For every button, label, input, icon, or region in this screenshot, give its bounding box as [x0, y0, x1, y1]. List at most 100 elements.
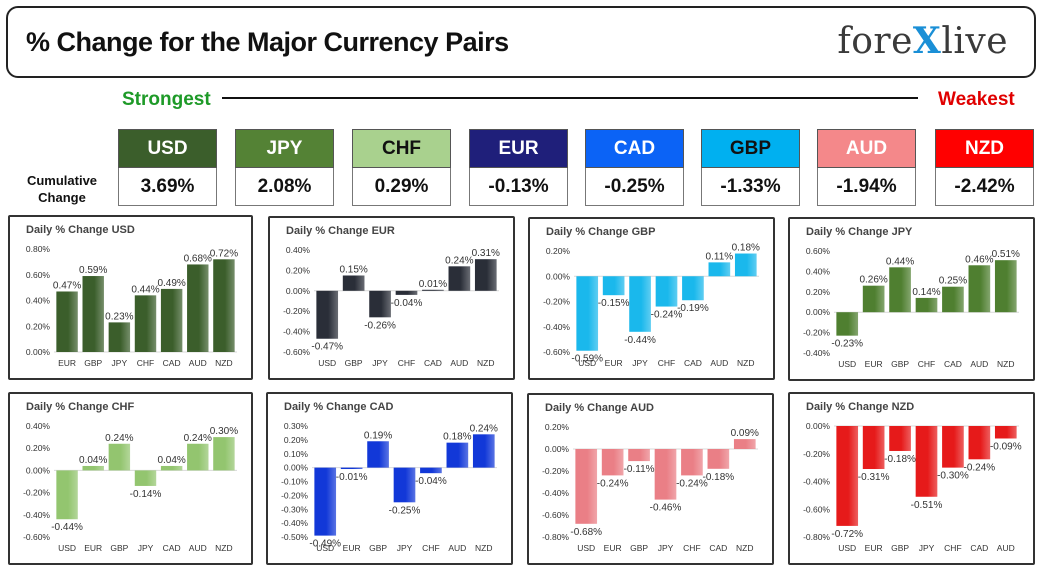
currency-cumulative-value: -0.13% — [469, 168, 568, 206]
data-label: 0.59% — [79, 265, 107, 276]
logo-text-pre: fore — [837, 21, 913, 62]
x-tick-label: EUR — [604, 543, 622, 553]
data-label: 0.18% — [732, 243, 760, 254]
data-label: -0.51% — [911, 500, 943, 511]
currency-box-cad: CAD -0.25% — [585, 129, 684, 207]
bar-chf — [942, 426, 964, 468]
bar-nzd — [213, 259, 235, 352]
y-tick-label: 0.20% — [546, 246, 571, 256]
data-label: -0.47% — [311, 342, 343, 353]
bar-eur — [601, 449, 624, 476]
x-tick-label: GBP — [345, 358, 363, 368]
data-label: 0.01% — [419, 279, 447, 290]
bar-gbp — [342, 275, 365, 291]
x-tick-label: GBP — [630, 543, 648, 553]
x-tick-label: NZD — [215, 358, 232, 368]
y-tick-label: 0.20% — [284, 435, 309, 445]
chart-title: Daily % Change GBP — [546, 226, 655, 238]
x-tick-label: AUD — [189, 543, 207, 553]
chart-svg: Daily % Change AUD -0.80% -0.60% -0.40% -0.2… — [542, 402, 759, 553]
x-tick-label: NZD — [475, 543, 492, 553]
data-label: -0.01% — [336, 472, 368, 483]
y-tick-label: 0.30% — [284, 421, 309, 431]
x-tick-label: USD — [58, 543, 76, 553]
x-tick-label: AUD — [189, 358, 207, 368]
y-tick-label: -0.20% — [281, 490, 308, 500]
bar-eur — [602, 276, 625, 296]
bar-usd — [314, 467, 337, 536]
y-tick-label: 0.20% — [286, 265, 311, 275]
y-tick-label: -0.40% — [283, 327, 310, 337]
bar-nzd — [994, 260, 1017, 313]
x-tick-label: GBP — [891, 543, 909, 553]
currency-code: NZD — [935, 129, 1034, 168]
chart-panel-5: Daily % Change CHF -0.60% -0.40% -0.20% 0.00… — [8, 392, 253, 565]
y-tick-label: 0.60% — [26, 270, 51, 280]
x-tick-label: USD — [578, 358, 596, 368]
logo-text-post: live — [941, 21, 1008, 62]
x-tick-label: NZD — [477, 358, 494, 368]
bar-aud — [446, 442, 469, 468]
cumulative-label-line1: Cumulative — [26, 173, 98, 188]
data-label: 0.24% — [445, 255, 473, 266]
bar-gbp — [889, 267, 911, 313]
bar-cad — [707, 449, 730, 469]
x-tick-label: CHF — [918, 359, 935, 369]
x-tick-label: AUD — [970, 359, 988, 369]
x-tick-label: CAD — [424, 358, 442, 368]
bar-nzd — [474, 259, 497, 291]
chart-panel-6: Daily % Change CAD -0.50% -0.40% -0.30% -0.2… — [266, 392, 513, 565]
bar-aud — [187, 264, 209, 352]
currency-cumulative-value: 2.08% — [235, 168, 334, 206]
x-tick-label: NZD — [736, 543, 753, 553]
bar-aud — [187, 443, 209, 471]
y-tick-label: -0.60% — [23, 532, 50, 542]
bar-chf — [395, 290, 418, 295]
currency-cumulative-value: -2.42% — [935, 168, 1034, 206]
bar-nzd — [734, 253, 757, 277]
y-tick-label: 0.00% — [546, 271, 571, 281]
bar-usd — [56, 470, 78, 520]
y-tick-label: 0.40% — [806, 266, 831, 276]
y-tick-label: -0.40% — [803, 348, 830, 358]
x-tick-label: JPY — [372, 358, 388, 368]
cumulative-change-label: Cumulative Change — [22, 172, 102, 206]
bar-gbp — [628, 449, 650, 462]
chart-title: Daily % Change AUD — [545, 402, 654, 414]
data-label: 0.51% — [992, 249, 1020, 260]
bar-eur — [862, 426, 885, 470]
data-label: 0.19% — [364, 430, 392, 441]
y-tick-label: -0.20% — [23, 488, 50, 498]
y-tick-label: 0.10% — [284, 449, 309, 459]
data-label: -0.46% — [650, 503, 682, 514]
currency-cumulative-value: -1.94% — [817, 168, 916, 206]
x-tick-label: EUR — [343, 543, 361, 553]
data-label: -0.44% — [624, 335, 656, 346]
chart-title: Daily % Change CAD — [284, 401, 393, 413]
currency-box-usd: USD 3.69% — [118, 129, 217, 207]
page-title: % Change for the Major Currency Pairs — [26, 27, 509, 57]
currency-box-chf: CHF 0.29% — [352, 129, 451, 207]
currency-box-gbp: GBP -1.33% — [701, 129, 800, 207]
bar-eur — [862, 285, 885, 313]
x-tick-label: EUR — [865, 359, 883, 369]
data-label: -0.18% — [703, 472, 735, 483]
y-tick-label: 0.00% — [806, 307, 831, 317]
x-tick-label: EUR — [865, 543, 883, 553]
y-tick-label: 0.20% — [26, 321, 51, 331]
y-tick-label: 0.20% — [806, 287, 831, 297]
strongest-label: Strongest — [122, 89, 211, 110]
bar-jpy — [393, 467, 416, 503]
x-tick-label: USD — [838, 359, 856, 369]
data-label: -0.68% — [570, 527, 602, 538]
data-label: 0.72% — [210, 248, 238, 259]
bar-chf — [420, 467, 442, 474]
data-label: -0.15% — [598, 298, 630, 309]
chart-panel-1: Daily % Change USD 0.00% 0.20% 0.40% 0.60% 0.… — [8, 215, 253, 380]
logo-x-mark: X — [912, 20, 942, 62]
data-label: 0.49% — [157, 278, 185, 289]
data-label: -0.23% — [831, 339, 863, 350]
data-label: -0.14% — [130, 489, 162, 500]
data-label: -0.24% — [651, 310, 683, 321]
bar-chf — [915, 297, 938, 313]
